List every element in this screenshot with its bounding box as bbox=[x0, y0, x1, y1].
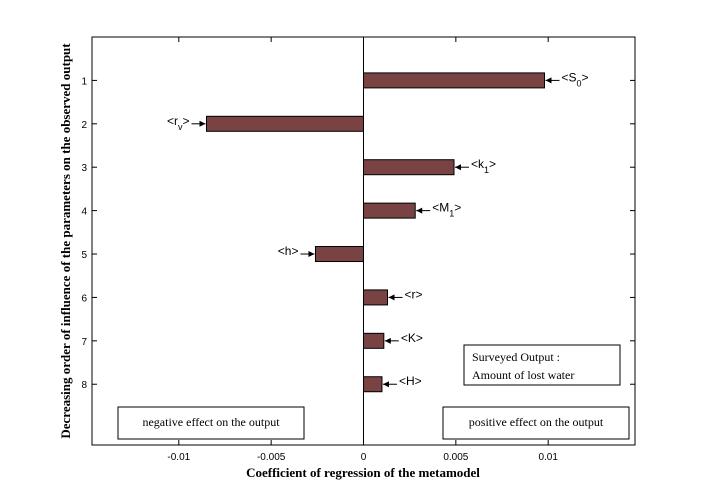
bar bbox=[363, 289, 389, 306]
y-tick-label: 2 bbox=[81, 120, 87, 131]
bar-label-arrowhead bbox=[382, 381, 389, 388]
x-axis-title: Coefficient of regression of the metamod… bbox=[246, 465, 480, 480]
y-tick-label: 4 bbox=[81, 207, 87, 218]
negative-effect-box bbox=[117, 406, 305, 440]
bar-label: <K> bbox=[401, 331, 423, 345]
bar bbox=[363, 332, 385, 349]
x-tick-label: -0.005 bbox=[257, 452, 286, 463]
bar-label: <H> bbox=[399, 374, 422, 388]
bar bbox=[363, 376, 383, 393]
y-tick-label: 7 bbox=[81, 337, 87, 348]
surveyed-output-line1: Surveyed Output : bbox=[472, 350, 560, 364]
y-tick-label: 6 bbox=[81, 293, 87, 304]
y-tick-label: 1 bbox=[81, 76, 87, 87]
bar-label: <M1> bbox=[432, 201, 461, 219]
positive-effect-box bbox=[442, 406, 630, 440]
bar-label: <r> bbox=[405, 287, 423, 301]
bar-label: <S0> bbox=[562, 70, 589, 88]
negative-effect-label: negative effect on the output bbox=[142, 415, 280, 429]
x-tick-label: 0 bbox=[361, 452, 367, 463]
y-axis-title: Decreasing order of influence of the par… bbox=[58, 43, 73, 439]
positive-effect-label: positive effect on the output bbox=[469, 415, 604, 429]
bar-label-arrowhead bbox=[308, 251, 315, 258]
x-tick-label: 0.01 bbox=[538, 452, 558, 463]
bar-label-arrowhead bbox=[388, 294, 395, 301]
surveyed-output-box bbox=[463, 344, 621, 386]
y-tick-label: 3 bbox=[81, 163, 87, 174]
bar-label-arrowhead bbox=[416, 207, 423, 214]
bar bbox=[363, 202, 416, 219]
bar-label: <k1> bbox=[471, 157, 496, 175]
bar-label-arrowhead bbox=[384, 337, 391, 344]
y-tick-label: 8 bbox=[81, 380, 87, 391]
x-tick-label: -0.01 bbox=[167, 452, 190, 463]
bar bbox=[363, 159, 455, 176]
bar-label: <rv> bbox=[167, 114, 190, 132]
bar-label: <h> bbox=[278, 244, 299, 258]
bar bbox=[363, 72, 545, 89]
x-tick-label: 0.005 bbox=[443, 452, 468, 463]
bar bbox=[314, 246, 364, 263]
y-tick-label: 5 bbox=[81, 250, 87, 261]
bar-label-arrowhead bbox=[199, 120, 206, 127]
surveyed-output-line2: Amount of lost water bbox=[472, 368, 574, 382]
bar bbox=[206, 115, 364, 132]
bar-label-arrowhead bbox=[545, 77, 552, 84]
bar-label-arrowhead bbox=[455, 164, 461, 171]
